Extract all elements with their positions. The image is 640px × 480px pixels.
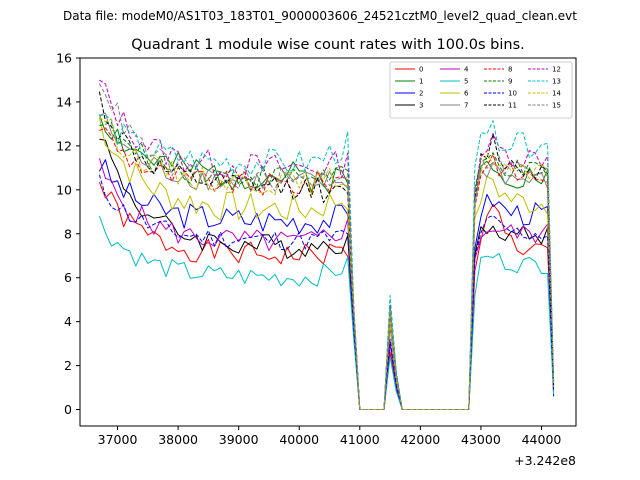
legend-label-4: 4 bbox=[464, 66, 469, 74]
x-tick-label: 37000 bbox=[98, 432, 138, 447]
series-line-10 bbox=[98, 174, 555, 411]
x-axis: 37000 38000 39000 40000 41000 42000 43000 44000 bbox=[98, 426, 562, 447]
plot-area bbox=[98, 79, 555, 411]
chart-title: Quadrant 1 module wise count rates with … bbox=[131, 37, 525, 53]
legend-label-11: 11 bbox=[508, 102, 517, 110]
legend-label-12: 12 bbox=[552, 66, 561, 74]
legend-label-8: 8 bbox=[508, 66, 512, 74]
series-line-8 bbox=[99, 127, 555, 411]
data-file-label: Data file: modeM0/AS1T03_183T01_90000036… bbox=[63, 9, 577, 23]
x-tick-label: 38000 bbox=[158, 432, 198, 447]
axes-frame bbox=[79, 57, 577, 427]
y-tick-label: 0 bbox=[64, 402, 72, 417]
legend-label-13: 13 bbox=[552, 78, 561, 86]
legend-label-9: 9 bbox=[508, 78, 512, 86]
x-tick-label: 40000 bbox=[279, 432, 319, 447]
series-line-0 bbox=[98, 181, 555, 411]
legend-label-0: 0 bbox=[419, 66, 423, 74]
legend-label-2: 2 bbox=[419, 90, 423, 98]
legend-label-14: 14 bbox=[552, 90, 561, 98]
y-tick-label: 2 bbox=[64, 358, 72, 373]
series-line-15 bbox=[98, 83, 555, 411]
x-offset-label: +3.242e8 bbox=[514, 453, 576, 468]
y-tick-label: 16 bbox=[56, 51, 72, 66]
y-tick-label: 12 bbox=[56, 138, 72, 153]
x-tick-label: 44000 bbox=[522, 432, 562, 447]
x-tick-label: 39000 bbox=[219, 432, 259, 447]
x-tick-label: 42000 bbox=[400, 432, 440, 447]
series-line-13 bbox=[99, 114, 555, 411]
series-line-4 bbox=[98, 158, 555, 411]
series-line-3 bbox=[99, 138, 555, 411]
series-line-6 bbox=[98, 117, 555, 411]
legend-label-15: 15 bbox=[552, 102, 561, 110]
y-tick-label: 10 bbox=[56, 182, 72, 197]
legend-box bbox=[389, 61, 573, 119]
legend-label-6: 6 bbox=[464, 90, 469, 98]
series-line-2 bbox=[98, 159, 555, 411]
y-tick-label: 6 bbox=[64, 270, 72, 285]
y-tick-label: 14 bbox=[56, 94, 72, 109]
x-tick-label: 43000 bbox=[461, 432, 501, 447]
legend-label-1: 1 bbox=[419, 78, 423, 86]
legend-label-7: 7 bbox=[464, 102, 468, 110]
series-line-12 bbox=[99, 79, 555, 411]
legend-label-5: 5 bbox=[464, 78, 468, 86]
x-tick-label: 41000 bbox=[340, 432, 380, 447]
legend-label-10: 10 bbox=[508, 90, 517, 98]
legend-label-3: 3 bbox=[419, 102, 423, 110]
series-line-5 bbox=[98, 215, 555, 411]
y-tick-label: 8 bbox=[64, 226, 72, 241]
y-tick-label: 4 bbox=[64, 314, 72, 329]
y-axis: 0 2 4 6 8 10 12 14 16 bbox=[56, 51, 80, 417]
